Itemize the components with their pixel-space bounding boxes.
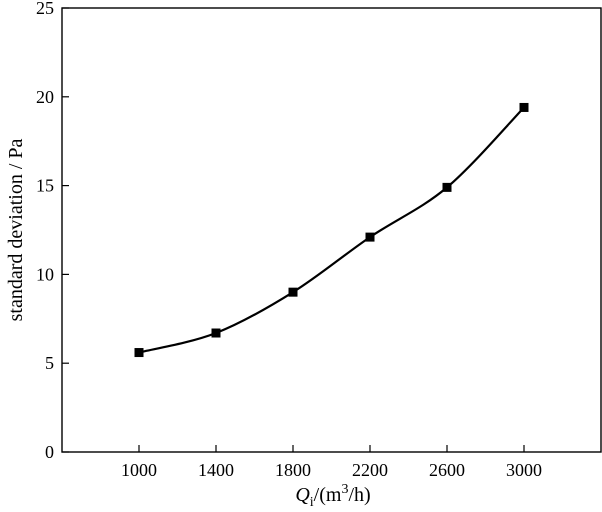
x-axis-label-symbol: Q [295,484,310,506]
x-tick-label: 1400 [198,460,234,480]
axes: 1000 1400 1800 2200 2600 3000 0 5 10 15 20 25 [36,0,602,480]
y-tick-label: 10 [36,264,54,284]
data-point-marker [211,328,221,338]
fit-curve-line [138,106,525,354]
data-point-marker [442,182,452,192]
plot-frame [61,7,602,453]
fit-curve-group [138,106,525,354]
x-axis-label-subscript: i [310,495,314,510]
y-tick-label: 15 [36,176,54,196]
x-axis-label-units-suffix: /h) [348,484,370,506]
y-tick-label: 0 [45,442,54,462]
x-tick-label: 1000 [121,460,157,480]
y-tick-label: 20 [36,87,54,107]
y-tick-label: 25 [36,0,54,18]
data-point-marker [288,287,298,297]
data-point-marker [519,102,529,112]
data-points [134,102,529,358]
x-axis-label-units-prefix: /(m [314,484,342,506]
x-axis-label: Qi/(m3/h) [295,482,370,510]
data-point-marker [365,232,375,242]
data-point-marker [134,348,144,358]
x-tick-label: 2200 [352,460,388,480]
y-axis-label: standard deviation / Pa [5,139,27,322]
y-tick-label: 5 [45,353,54,373]
x-axis-label-superscript: 3 [341,482,348,497]
x-tick-label: 1800 [275,460,311,480]
x-tick-label: 3000 [506,460,542,480]
x-tick-label: 2600 [429,460,465,480]
